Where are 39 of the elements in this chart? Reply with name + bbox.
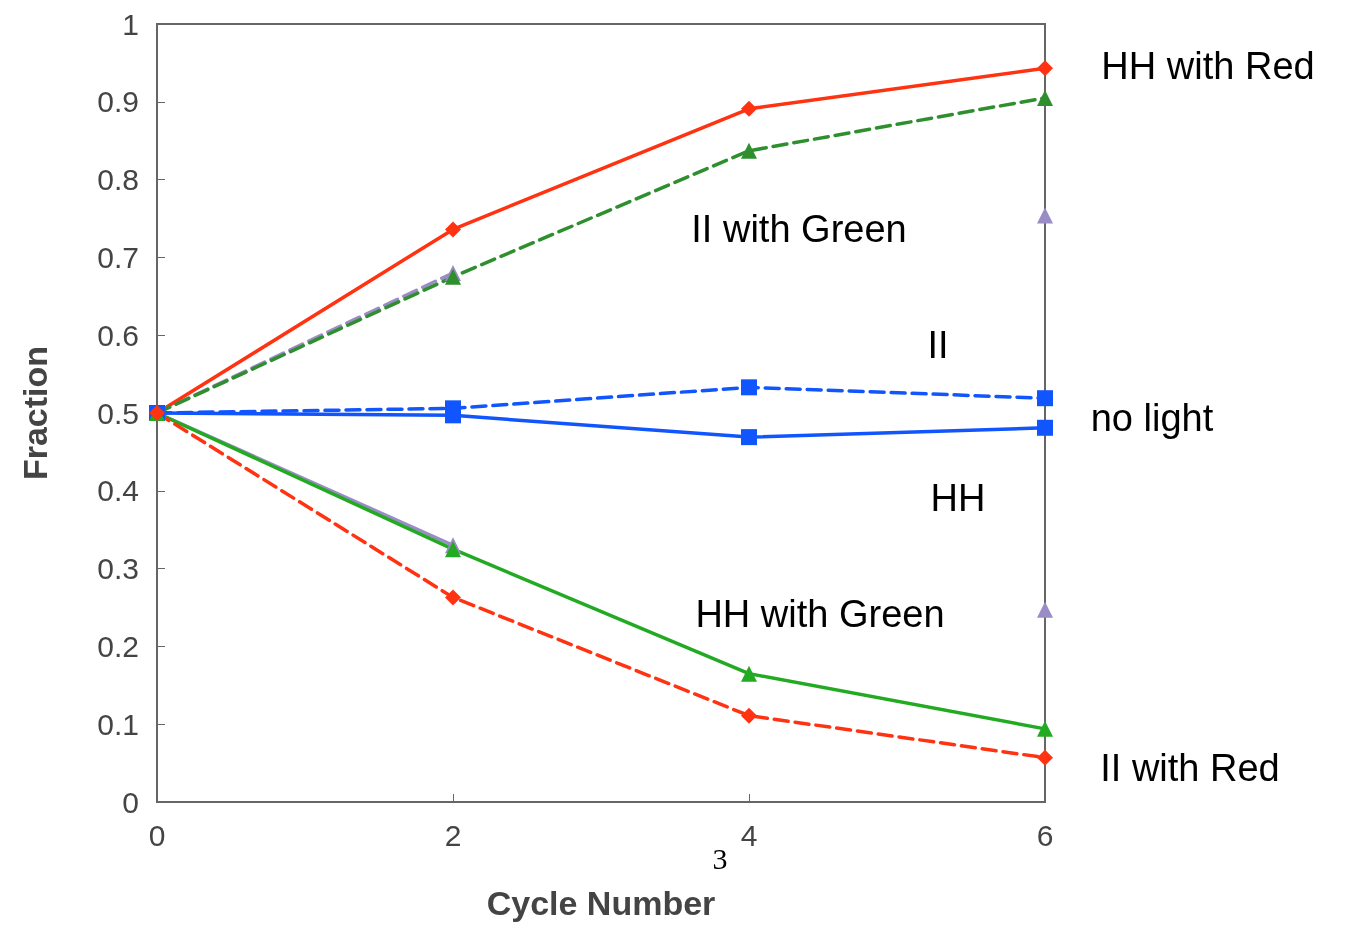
- text: HH with Red: [1101, 45, 1315, 87]
- text: no light: [1090, 397, 1214, 439]
- annotation: HH with Green: [695, 593, 945, 635]
- point: [445, 221, 461, 238]
- y-tick-label: 0.4: [97, 474, 139, 508]
- y-tick-label: 0.8: [97, 163, 139, 197]
- point: [741, 142, 757, 159]
- x-tick-label: 0: [148, 818, 166, 852]
- point: [1037, 720, 1053, 737]
- point: [1037, 749, 1053, 766]
- y-tick-label: 0.5: [97, 396, 139, 430]
- point: [1037, 89, 1053, 106]
- y-tick-label: 0.9: [97, 85, 139, 119]
- y-tick-label: 0.3: [97, 552, 139, 586]
- point: [741, 707, 757, 724]
- y-tick-label: 0.6: [97, 318, 139, 352]
- point: [1037, 419, 1053, 436]
- y-tick-label: 0.7: [97, 240, 139, 274]
- annotation: II with Green: [691, 208, 907, 250]
- annotation: II: [927, 324, 949, 366]
- y-tick-label: 0.1: [97, 707, 139, 741]
- y-tick-label: 0: [122, 785, 139, 819]
- x-tick-label: 2: [444, 818, 462, 852]
- point: [1037, 390, 1053, 407]
- point: [1037, 60, 1053, 77]
- point: [741, 100, 757, 117]
- y-axis-title: Fraction: [16, 345, 54, 481]
- y-tick-label: 0.2: [97, 629, 139, 663]
- x-tick-label: 6: [1036, 818, 1054, 852]
- y-tick-label: 1: [122, 7, 139, 41]
- text: II with Red: [1100, 747, 1280, 789]
- x-tick-label: 4: [740, 818, 758, 852]
- point: [741, 665, 757, 682]
- point: [741, 379, 757, 396]
- annotation: HH: [930, 477, 986, 519]
- point: [445, 589, 461, 606]
- text: 3: [712, 841, 728, 875]
- x-axis-title: Cycle Number: [486, 884, 716, 922]
- point: [741, 429, 757, 446]
